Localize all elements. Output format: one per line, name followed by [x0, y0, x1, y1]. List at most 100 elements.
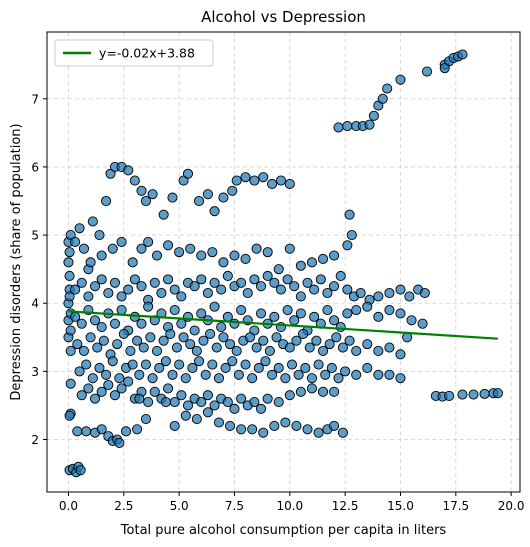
data-point: [322, 287, 333, 299]
data-point: [207, 359, 218, 370]
data-point: [74, 366, 85, 377]
data-point: [384, 369, 395, 380]
data-point: [116, 291, 127, 302]
data-point: [103, 379, 114, 391]
data-point: [406, 315, 417, 326]
data-point: [74, 223, 85, 234]
data-point: [439, 63, 450, 74]
data-point: [233, 369, 244, 380]
data-point: [138, 342, 149, 353]
data-point: [143, 396, 154, 408]
data-point: [202, 407, 213, 418]
data-point: [180, 373, 191, 384]
data-point: [109, 277, 121, 288]
chart-title: Alcohol vs Depression: [201, 8, 366, 26]
x-tick-label: 5.0: [170, 499, 189, 513]
x-tick-label: 10.0: [276, 499, 303, 513]
data-point: [96, 386, 107, 397]
data-point: [295, 260, 306, 271]
data-point: [351, 345, 362, 356]
x-tick-label: 0.0: [59, 499, 78, 513]
data-point: [149, 386, 160, 397]
data-point: [351, 369, 362, 380]
data-point: [129, 175, 140, 186]
data-point: [291, 420, 302, 431]
data-point: [191, 345, 202, 356]
x-axis-label: Total pure alcohol consumption per capit…: [120, 523, 447, 538]
data-point: [191, 414, 202, 425]
data-point: [275, 175, 287, 186]
x-tick-label: 7.5: [225, 499, 244, 513]
data-point: [70, 284, 81, 295]
data-point: [154, 362, 165, 374]
y-tick-label: 3: [31, 365, 39, 379]
data-point: [284, 243, 295, 254]
data-point: [267, 369, 278, 380]
data-point: [63, 257, 74, 268]
data-point: [136, 281, 147, 292]
data-point: [89, 315, 101, 326]
x-tick-label: 17.5: [442, 499, 469, 513]
data-point: [342, 284, 353, 295]
data-point: [96, 322, 107, 333]
data-point: [89, 393, 101, 404]
data-point: [457, 389, 468, 400]
data-point: [231, 175, 242, 186]
data-point: [249, 396, 260, 408]
y-tick-label: 5: [31, 229, 39, 243]
data-point: [300, 362, 311, 374]
data-point: [320, 369, 331, 380]
data-point: [229, 403, 240, 414]
data-point: [123, 284, 134, 295]
data-point: [185, 243, 196, 254]
data-point: [304, 342, 315, 353]
data-point: [216, 322, 227, 333]
data-point: [158, 335, 169, 346]
data-point: [395, 349, 406, 360]
data-point: [333, 373, 344, 384]
data-point: [136, 318, 147, 329]
data-point: [295, 291, 306, 302]
data-point: [236, 277, 247, 288]
data-point: [196, 274, 207, 285]
y-tick-label: 6: [31, 160, 39, 174]
data-point: [293, 369, 304, 380]
data-point: [395, 74, 406, 85]
data-point: [404, 291, 415, 302]
data-point: [109, 390, 121, 401]
data-point: [72, 339, 83, 350]
data-point: [273, 362, 284, 374]
data-point: [280, 373, 291, 384]
data-point: [185, 339, 196, 350]
data-point: [289, 281, 300, 292]
data-point: [377, 93, 388, 104]
data-point: [83, 383, 94, 394]
data-point: [317, 253, 329, 264]
data-point: [342, 240, 353, 251]
data-point: [202, 189, 213, 200]
data-point: [313, 427, 324, 438]
data-point: [216, 284, 227, 295]
data-point: [65, 325, 76, 336]
data-point: [123, 165, 134, 176]
axis-ticks: 0.0 2.5 5.0 7.5 10.0 12.5 15.0 17.5 20.0 2 3 4 5 6 7: [31, 92, 524, 513]
data-point: [222, 396, 233, 408]
data-point: [244, 332, 256, 343]
data-point: [417, 318, 428, 329]
data-point: [107, 243, 118, 254]
data-point: [178, 332, 189, 343]
data-point: [147, 189, 158, 200]
data-point: [163, 240, 174, 251]
data-point: [249, 175, 260, 186]
data-point: [468, 389, 479, 400]
data-point: [351, 304, 362, 316]
data-point: [251, 243, 262, 254]
data-point: [116, 383, 127, 394]
data-point: [143, 301, 154, 312]
data-point: [269, 420, 280, 431]
data-point: [134, 393, 145, 404]
data-point: [64, 410, 75, 421]
data-point: [151, 250, 163, 261]
data-point: [81, 359, 92, 370]
data-point: [182, 400, 194, 411]
